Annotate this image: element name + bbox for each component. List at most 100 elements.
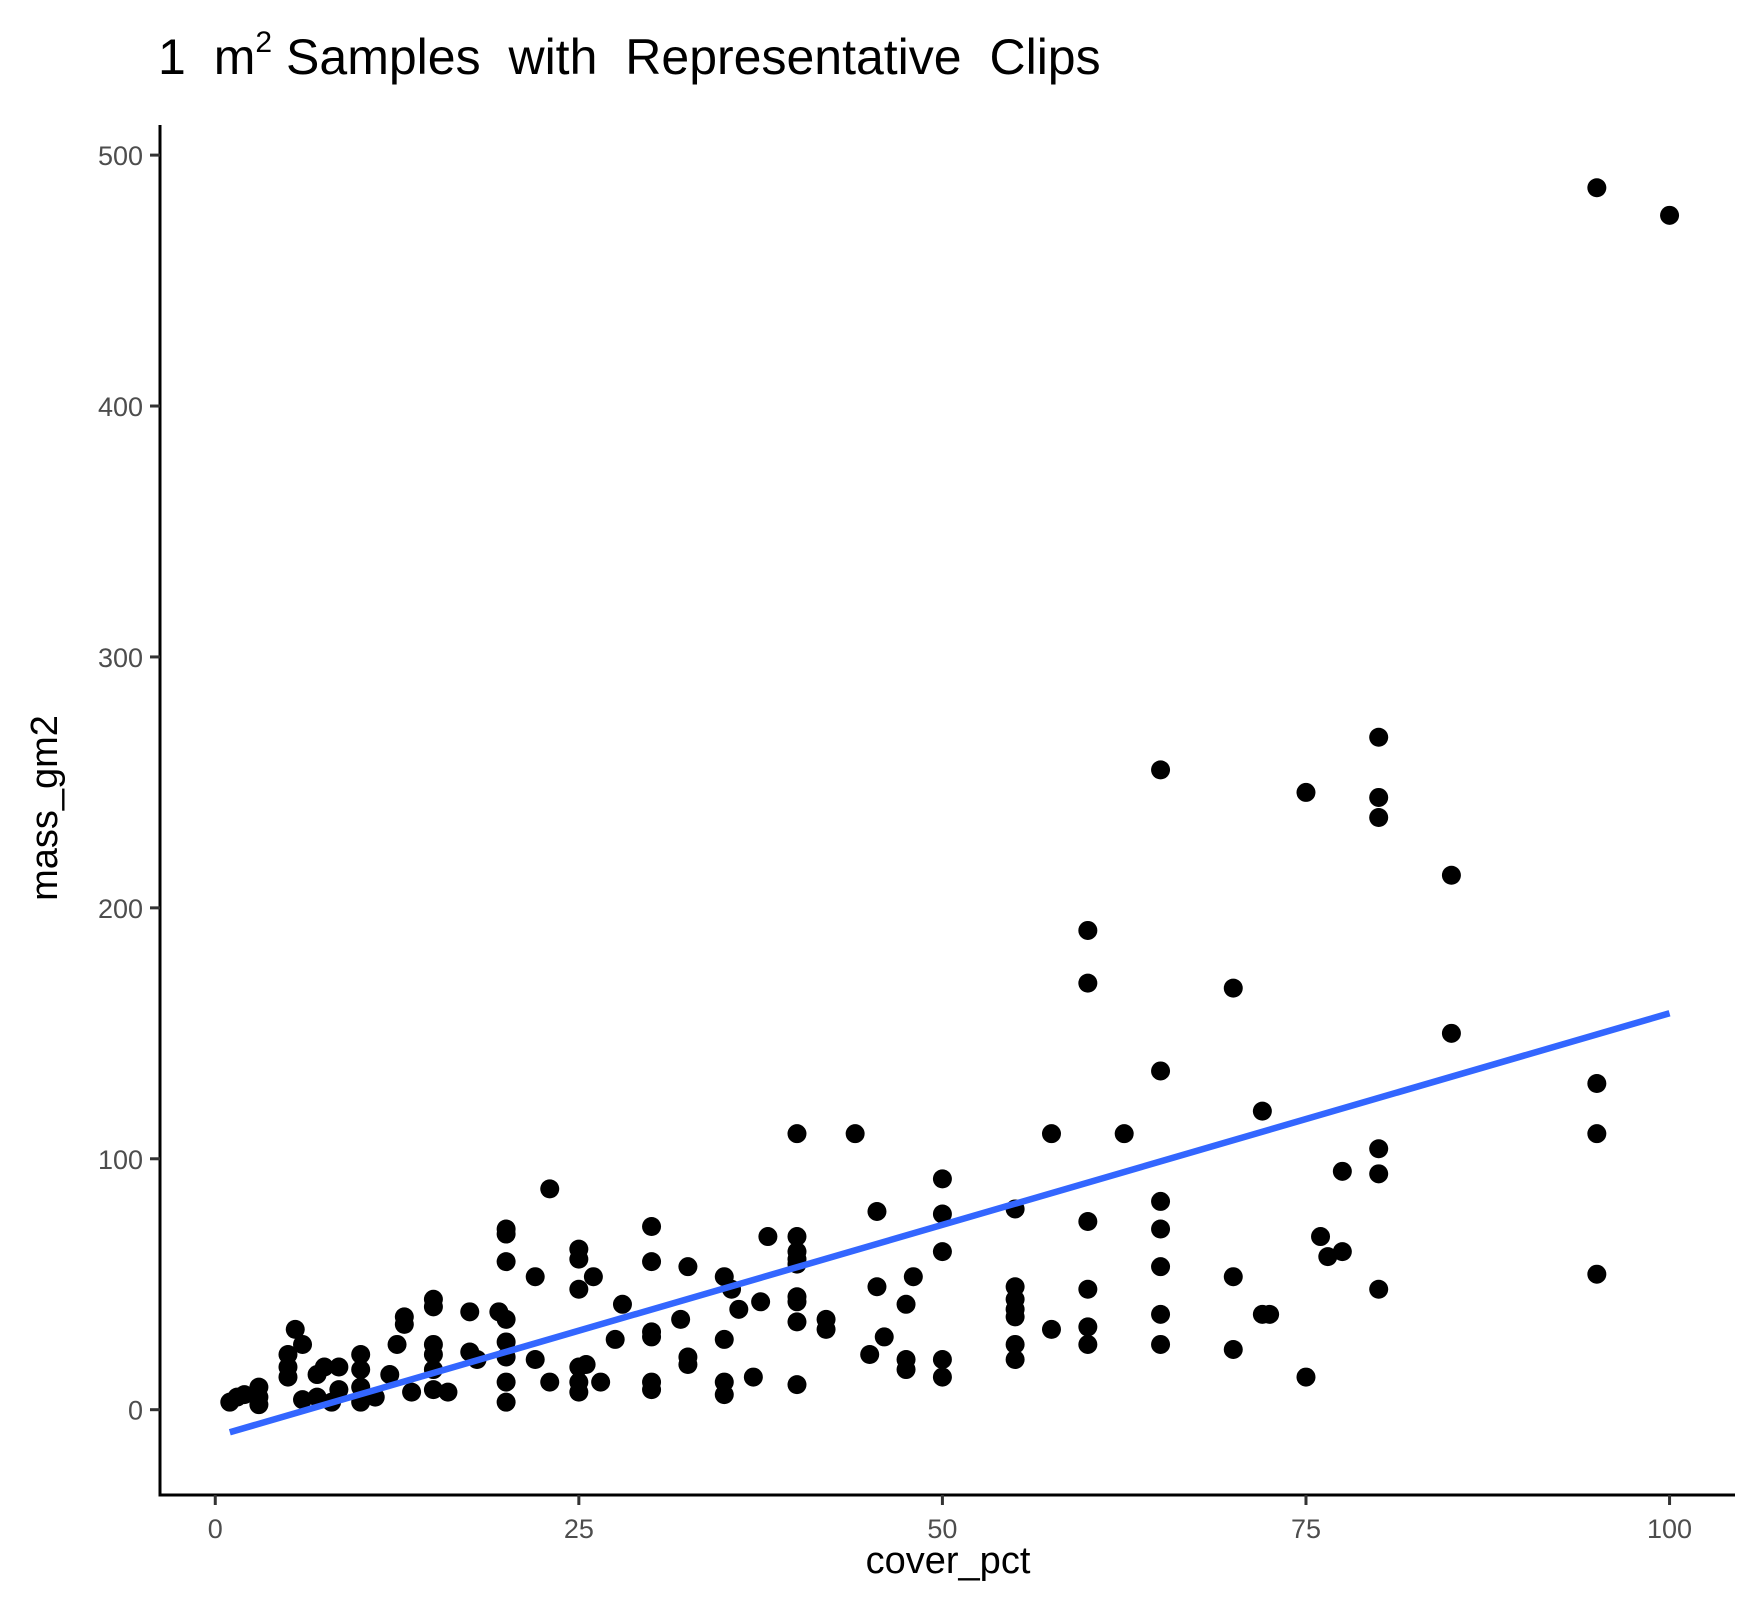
data-point: [1252, 1101, 1272, 1121]
data-point: [751, 1292, 771, 1312]
data-point: [293, 1390, 313, 1410]
data-point: [642, 1322, 662, 1342]
data-point: [932, 1204, 952, 1224]
data-point: [932, 1367, 952, 1387]
data-point: [860, 1344, 880, 1364]
data-point: [1151, 760, 1171, 780]
data-point: [496, 1309, 516, 1329]
data-point: [1078, 973, 1098, 993]
data-point: [496, 1332, 516, 1352]
data-point: [1441, 865, 1461, 885]
data-point: [351, 1344, 371, 1364]
data-point: [293, 1334, 313, 1354]
data-point: [787, 1287, 807, 1307]
data-point: [743, 1367, 763, 1387]
data-point: [903, 1267, 923, 1287]
data-point: [1587, 1073, 1607, 1093]
data-point: [438, 1382, 458, 1402]
x-tick-label: 25: [564, 1514, 594, 1544]
data-point: [1223, 1339, 1243, 1359]
data-point: [1005, 1350, 1025, 1370]
data-point: [612, 1294, 632, 1314]
data-point: [1151, 1304, 1171, 1324]
plot-area: [220, 178, 1680, 1436]
data-point: [867, 1277, 887, 1297]
x-tick-label: 75: [1291, 1514, 1321, 1544]
data-point: [1369, 1164, 1389, 1184]
data-point: [1311, 1227, 1331, 1247]
data-point: [1005, 1277, 1025, 1297]
data-point: [1005, 1334, 1025, 1354]
x-axis-title: cover_pct: [866, 1540, 1031, 1582]
data-point: [1318, 1247, 1338, 1267]
data-point: [540, 1179, 560, 1199]
data-point: [678, 1347, 698, 1367]
y-tick-label: 300: [98, 643, 143, 673]
data-point: [380, 1365, 400, 1385]
data-point: [307, 1387, 327, 1407]
data-point: [1078, 920, 1098, 940]
data-point: [874, 1327, 894, 1347]
data-point: [932, 1350, 952, 1370]
data-point: [787, 1375, 807, 1395]
data-point: [1369, 787, 1389, 807]
chart-title: 1 m2 Samples with Representative Clips: [158, 26, 1101, 85]
data-point: [1223, 978, 1243, 998]
data-point: [329, 1357, 349, 1377]
data-point: [758, 1227, 778, 1247]
data-point: [1587, 1124, 1607, 1144]
data-point: [787, 1227, 807, 1247]
y-tick-label: 200: [98, 894, 143, 924]
y-tick-label: 400: [98, 392, 143, 422]
data-point: [569, 1279, 589, 1299]
data-point: [1223, 1267, 1243, 1287]
data-point: [402, 1382, 422, 1402]
data-point: [1260, 1304, 1280, 1324]
data-point: [729, 1299, 749, 1319]
data-point: [525, 1350, 545, 1370]
x-tick-label: 100: [1647, 1514, 1692, 1544]
data-point: [896, 1350, 916, 1370]
data-point: [540, 1372, 560, 1392]
data-point: [932, 1242, 952, 1262]
data-point: [1078, 1334, 1098, 1354]
data-point: [1332, 1161, 1352, 1181]
data-point: [1078, 1279, 1098, 1299]
data-point: [525, 1267, 545, 1287]
data-point: [932, 1169, 952, 1189]
data-point: [285, 1319, 305, 1339]
data-point: [496, 1252, 516, 1272]
data-point: [1369, 1279, 1389, 1299]
data-point: [1151, 1219, 1171, 1239]
data-point: [1114, 1124, 1134, 1144]
x-tick-label: 50: [927, 1514, 957, 1544]
data-point: [496, 1372, 516, 1392]
data-point: [1332, 1242, 1352, 1262]
data-point: [1587, 1264, 1607, 1284]
data-point: [387, 1334, 407, 1354]
x-tick-label: 0: [208, 1514, 223, 1544]
data-point: [642, 1217, 662, 1237]
data-point: [1151, 1257, 1171, 1277]
data-point: [816, 1309, 836, 1329]
data-point: [1151, 1334, 1171, 1354]
y-tick-label: 100: [98, 1145, 143, 1175]
data-point: [642, 1252, 662, 1272]
data-point: [867, 1201, 887, 1221]
data-point: [576, 1355, 596, 1375]
data-point: [583, 1267, 603, 1287]
trend-line: [228, 1010, 1671, 1436]
data-point: [1151, 1191, 1171, 1211]
data-point: [787, 1312, 807, 1332]
chart-title-superscript: 2: [255, 26, 272, 59]
data-point: [1041, 1124, 1061, 1144]
y-tick-label: 500: [98, 141, 143, 171]
data-point: [314, 1357, 334, 1377]
data-point: [787, 1124, 807, 1144]
y-axis-title: mass_gm2: [24, 715, 66, 901]
data-point: [714, 1329, 734, 1349]
data-point: [605, 1329, 625, 1349]
data-point: [329, 1380, 349, 1400]
data-point: [460, 1302, 480, 1322]
data-point: [423, 1289, 443, 1309]
